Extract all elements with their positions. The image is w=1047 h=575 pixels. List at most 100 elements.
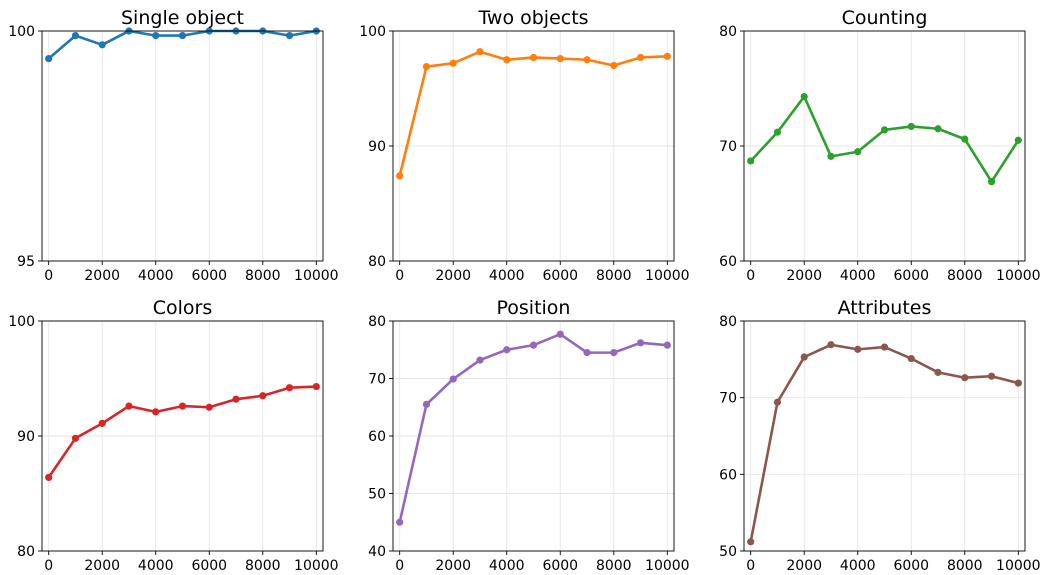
x-tick-label: 0 (44, 268, 53, 284)
series-line (47, 385, 318, 479)
y-tick-label: 60 (368, 429, 386, 445)
x-tick-label: 0 (44, 558, 53, 574)
data-point (449, 375, 457, 383)
x-tick-label: 8000 (596, 268, 632, 284)
y-tick-label: 90 (17, 429, 35, 445)
data-point (773, 398, 782, 406)
data-point (880, 343, 889, 351)
chart-title: Colors (153, 297, 213, 319)
data-point (987, 372, 996, 380)
x-tick-label: 6000 (191, 558, 227, 574)
y-tick-label: 60 (719, 254, 737, 270)
data-point (583, 349, 591, 357)
axes-frame (743, 320, 1026, 552)
x-tick-label: 4000 (840, 558, 876, 574)
data-point (205, 403, 213, 411)
data-point (827, 341, 835, 349)
y-tick-label: 70 (368, 372, 386, 388)
y-tick-label: 80 (368, 314, 386, 330)
x-tick-label: 2000 (84, 558, 120, 574)
chart-title: Two objects (477, 7, 588, 29)
data-point (663, 341, 671, 349)
data-point (556, 55, 564, 63)
x-tick-label: 4000 (489, 268, 525, 284)
x-tick-label: 2000 (435, 268, 471, 284)
x-tick-label: 8000 (947, 268, 983, 284)
series-line (398, 332, 669, 524)
x-tick-label: 2000 (84, 268, 120, 284)
x-tick-label: 10000 (996, 268, 1041, 284)
y-tick-label: 50 (719, 544, 737, 560)
data-point (422, 400, 431, 408)
data-point (529, 53, 538, 62)
chart-attributes: 0 2000 4000 6000 8000 10000 50 60 70 80 Attributes (719, 297, 1040, 574)
data-point (827, 152, 835, 160)
x-tick-label: 8000 (245, 268, 281, 284)
y-tick-label: 100 (359, 24, 386, 40)
x-tick-label: 8000 (596, 558, 632, 574)
data-point (747, 157, 755, 165)
data-point (961, 135, 969, 143)
series-line (749, 95, 1020, 183)
x-tick-label: 10000 (294, 558, 339, 574)
data-point (503, 346, 511, 354)
chart-colors: 0 2000 4000 6000 8000 10000 80 90 100 Colors (8, 297, 338, 574)
data-point (98, 419, 106, 427)
data-point (259, 392, 267, 400)
data-point (880, 126, 889, 134)
chart-two-objects: 0 2000 4000 6000 8000 10000 80 90 100 Two objects (359, 7, 689, 284)
chart-title: Position (497, 297, 571, 319)
data-point (449, 59, 457, 67)
chart-single-object: 0 2000 4000 6000 8000 10000 95 100 Single object (8, 7, 338, 284)
data-point (396, 172, 404, 180)
data-point (396, 518, 404, 526)
data-point (476, 48, 484, 56)
data-point (854, 148, 862, 156)
data-point (583, 56, 591, 64)
data-point (178, 402, 187, 410)
data-point (285, 31, 294, 40)
y-tick-label: 80 (368, 254, 386, 270)
data-point (907, 354, 915, 363)
data-point (747, 538, 755, 546)
data-point (610, 349, 618, 357)
data-point (152, 408, 160, 416)
y-tick-label: 100 (8, 24, 35, 40)
x-tick-label: 6000 (542, 268, 578, 284)
data-point (961, 374, 969, 382)
data-point (71, 31, 80, 40)
data-point (556, 330, 564, 338)
data-point (476, 356, 484, 364)
data-point (636, 53, 645, 62)
x-tick-label: 4000 (138, 558, 174, 574)
data-point (45, 55, 53, 63)
data-point (934, 125, 942, 133)
chart-title: Attributes (838, 297, 932, 319)
data-point (285, 384, 294, 392)
data-point (854, 345, 862, 353)
y-tick-label: 40 (368, 544, 386, 560)
y-tick-label: 80 (719, 24, 737, 40)
data-point (45, 473, 53, 481)
chart-counting: 0 2000 4000 6000 8000 10000 60 70 80 Counting (719, 7, 1040, 284)
x-tick-label: 10000 (294, 268, 339, 284)
x-tick-label: 4000 (840, 268, 876, 284)
data-point (98, 41, 106, 49)
x-tick-label: 0 (395, 558, 404, 574)
x-tick-label: 2000 (435, 558, 471, 574)
series-line (749, 343, 1020, 544)
data-point (232, 395, 240, 403)
data-point (422, 63, 431, 71)
x-tick-label: 6000 (542, 558, 578, 574)
x-tick-label: 0 (746, 558, 755, 574)
data-point (1014, 379, 1022, 387)
x-tick-label: 4000 (138, 268, 174, 284)
data-point (1014, 136, 1022, 144)
y-tick-label: 80 (17, 544, 35, 560)
data-point (773, 128, 782, 136)
data-point (800, 353, 808, 361)
data-point (312, 382, 320, 391)
x-tick-label: 6000 (191, 268, 227, 284)
x-tick-label: 6000 (893, 558, 929, 574)
